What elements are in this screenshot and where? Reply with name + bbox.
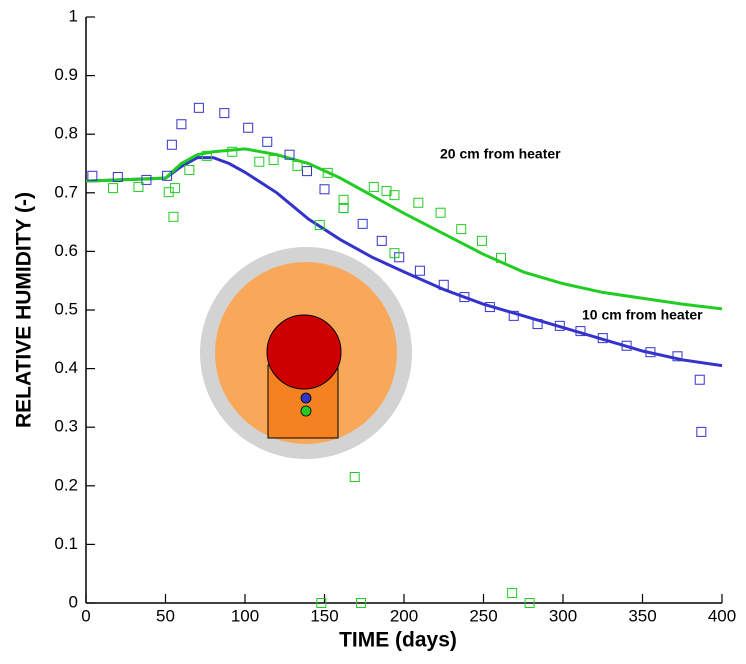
sensor-20cm: [300, 405, 312, 417]
data-point: [356, 598, 367, 608]
data-point: [438, 279, 449, 290]
data-point: [302, 166, 313, 177]
data-point: [316, 598, 327, 608]
model-line: [85, 147, 723, 311]
data-point: [243, 122, 254, 133]
data-point: [414, 265, 425, 276]
x-tick-label: 0: [81, 606, 90, 625]
data-point: [176, 119, 187, 130]
x-tick-label: 100: [231, 606, 259, 625]
data-point: [645, 347, 656, 358]
data-point: [672, 351, 683, 362]
data-point: [292, 160, 303, 171]
data-point: [696, 426, 707, 437]
data-point: [319, 184, 330, 195]
data-point: [170, 183, 181, 194]
x-axis-label: TIME (days): [339, 629, 457, 652]
data-point: [459, 292, 470, 303]
data-point: [141, 174, 152, 185]
data-point: [133, 181, 144, 192]
y-tick-label: 0.7: [54, 182, 78, 201]
data-point: [87, 170, 98, 181]
annotation: 20 cm from heater: [440, 146, 561, 162]
heater: [266, 314, 342, 390]
data-point: [435, 207, 446, 218]
data-point: [368, 181, 379, 192]
data-point: [314, 220, 325, 231]
y-tick-label: 0.4: [54, 358, 78, 377]
data-point: [193, 102, 204, 113]
x-tick-label: 400: [708, 606, 736, 625]
data-point: [338, 194, 349, 205]
data-point: [322, 167, 333, 178]
data-point: [284, 149, 295, 160]
data-point: [597, 333, 608, 344]
x-tick-label: 50: [156, 606, 175, 625]
data-point: [108, 183, 119, 194]
x-tick-label: 350: [628, 606, 656, 625]
x-tick-label: 300: [549, 606, 577, 625]
y-tick-label: 0.9: [54, 65, 78, 84]
data-point: [112, 171, 123, 182]
y-tick-label: 0.5: [54, 299, 78, 318]
data-point: [162, 170, 173, 181]
data-point: [389, 248, 400, 259]
data-point: [268, 154, 279, 165]
data-point: [184, 164, 195, 175]
data-point: [524, 598, 535, 608]
y-tick-label: 0.3: [54, 417, 78, 436]
data-point: [694, 374, 705, 385]
y-axis-label: RELATIVE HUMIDITY (-): [13, 192, 36, 428]
data-point: [376, 235, 387, 246]
y-tick-label: 0.1: [54, 534, 78, 553]
data-point: [413, 197, 424, 208]
data-point: [495, 252, 506, 263]
x-tick-label: 200: [390, 606, 418, 625]
data-point: [508, 310, 519, 321]
data-point: [254, 156, 265, 167]
data-point: [575, 326, 586, 337]
data-point: [338, 203, 349, 214]
data-point: [201, 150, 212, 161]
data-point: [357, 218, 368, 229]
inset-diagram: [200, 247, 412, 459]
data-point: [338, 203, 349, 214]
data-point: [476, 235, 487, 246]
data-point: [621, 340, 632, 351]
data-point: [456, 224, 467, 235]
x-tick-label: 150: [310, 606, 338, 625]
data-point: [168, 211, 179, 222]
data-point: [166, 139, 177, 150]
data-point: [349, 472, 360, 483]
data-point: [262, 136, 273, 147]
data-point: [554, 320, 565, 331]
data-point: [389, 190, 400, 201]
annotation: 10 cm from heater: [582, 307, 703, 323]
y-tick-label: 0.2: [54, 475, 78, 494]
data-point: [532, 319, 543, 330]
model-line: [85, 156, 723, 368]
sensor-10cm: [300, 392, 312, 404]
x-tick-label: 250: [469, 606, 497, 625]
y-tick-label: 0.8: [54, 124, 78, 143]
y-tick-label: 1: [69, 6, 78, 25]
data-point: [507, 588, 518, 599]
data-point: [227, 146, 238, 157]
y-tick-label: 0.6: [54, 241, 78, 260]
data-point: [484, 302, 495, 313]
data-point: [219, 108, 230, 119]
y-tick-label: 0: [69, 592, 78, 611]
